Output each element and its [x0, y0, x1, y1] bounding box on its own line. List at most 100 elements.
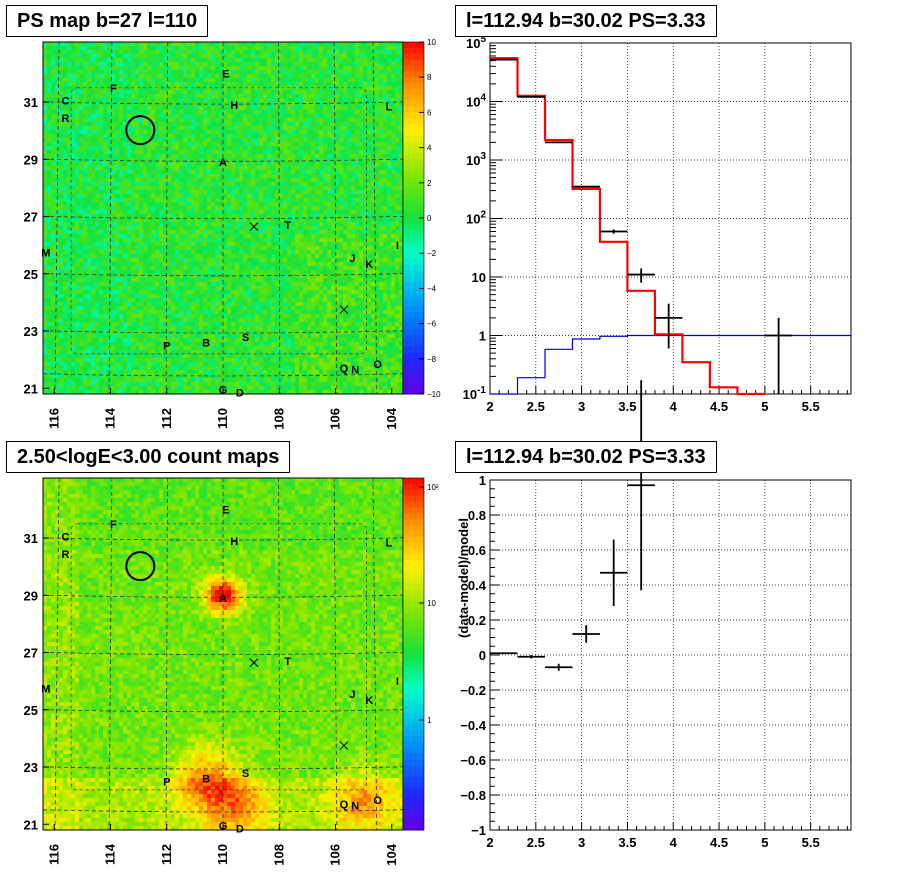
exposure-boundary — [70, 87, 367, 355]
grid-line-l — [278, 477, 281, 831]
grid-line-l — [278, 41, 281, 395]
colorbar-frame — [402, 477, 425, 831]
grid-line-l — [372, 41, 378, 395]
colorbar-tick-label: −2 — [427, 249, 437, 258]
colorbar-tick-label: −6 — [427, 320, 437, 329]
source-label-H: H — [230, 536, 238, 548]
coordinate-grid — [42, 41, 404, 395]
y-tick-label: 21 — [24, 381, 38, 396]
grid-line-l — [333, 41, 338, 395]
x-tick-label: 4.5 — [710, 399, 728, 414]
title-ps-map: PS map b=27 l=110 — [6, 5, 209, 37]
x-tick-label: 2.5 — [527, 835, 545, 850]
x-tick-label: 112 — [159, 408, 174, 429]
source-label-O: O — [373, 359, 382, 371]
y-tick-label: 23 — [24, 760, 38, 775]
selected-source-circle — [125, 551, 156, 582]
source-label-F: F — [110, 83, 117, 95]
total-model-red — [490, 57, 765, 396]
source-label-L: L — [386, 537, 393, 549]
coordinate-grid — [42, 477, 404, 831]
residuals-grid — [490, 480, 851, 830]
y-tick-label: 27 — [24, 646, 38, 661]
y-tick-label: 0.4 — [468, 578, 487, 593]
y-tick-label: 25 — [24, 267, 38, 282]
y-tick-label: 0 — [479, 648, 486, 663]
colorbar-tick-label: 4 — [427, 144, 432, 153]
x-tick-label: 112 — [159, 844, 174, 865]
colorbar-tick-label: 10² — [427, 483, 439, 492]
x-tick-label: 108 — [271, 844, 286, 866]
source-label-P: P — [163, 776, 170, 788]
residual-data-point — [572, 625, 600, 643]
x-tick-label: 104 — [384, 843, 399, 865]
colorbar — [403, 42, 424, 395]
grid-line-l — [108, 41, 113, 395]
source-label-O: O — [373, 795, 382, 807]
source-label-B: B — [202, 337, 210, 349]
colorbar-tick-label: −4 — [427, 284, 437, 293]
source-label-C: C — [62, 532, 70, 544]
source-label-I: I — [396, 240, 399, 252]
x-tick-label: 5 — [761, 835, 768, 850]
source-label-G: G — [219, 385, 228, 397]
source-label-K: K — [365, 695, 373, 707]
source-label-D: D — [236, 824, 244, 836]
source-label-Q: Q — [340, 799, 349, 811]
title-spectrum: l=112.94 b=30.02 PS=3.33 — [455, 5, 717, 37]
heatmap-ps-map — [43, 42, 404, 395]
y-tick-label: −1 — [471, 823, 486, 838]
y-tick-label: 29 — [24, 152, 38, 167]
grid-line-l — [165, 41, 168, 395]
colorbar-tick-label: 0 — [427, 214, 432, 223]
x-tick-label: 106 — [328, 408, 343, 430]
x-tick-label: 5.5 — [802, 835, 820, 850]
exposure-boundary — [70, 523, 367, 791]
title-count-map: 2.50<logE<3.00 count maps — [6, 441, 291, 473]
colorbar-tick-label: 10 — [427, 599, 436, 608]
y-tick-label: 10 — [472, 270, 486, 285]
source-label-G: G — [219, 821, 228, 833]
x-tick-label: 114 — [103, 843, 118, 865]
source-label-N: N — [351, 801, 359, 813]
x-tick-label: 4 — [670, 835, 678, 850]
spectrum-data-point — [599, 229, 628, 234]
colorbar-tick-label: −10 — [427, 390, 441, 399]
y-tick-label: −0.8 — [460, 788, 486, 803]
residual-data-point — [544, 663, 573, 671]
grid-line-l — [108, 477, 113, 831]
source-label-T: T — [284, 220, 291, 232]
spectrum-data-point — [764, 317, 793, 394]
y-tick-label: 31 — [24, 531, 38, 546]
y-tick-label: 103 — [466, 151, 486, 168]
residuals-y-axis-label: (data-model)/model — [456, 518, 471, 638]
grid-line-l — [333, 477, 338, 831]
source-label-H: H — [230, 100, 238, 112]
colorbar-tick-label: 6 — [427, 108, 432, 117]
y-tick-label: 0.2 — [468, 613, 486, 628]
y-tick-label: 21 — [24, 817, 38, 832]
source-label-E: E — [222, 504, 229, 516]
colorbar-tick-label: 2 — [427, 179, 432, 188]
source-label-L: L — [386, 101, 393, 113]
grid-line-l — [372, 477, 378, 831]
colorbar-tick-label: 1 — [427, 716, 432, 725]
x-tick-label: 5 — [761, 399, 768, 414]
x-tick-label: 2 — [486, 835, 493, 850]
y-tick-label: 0.6 — [468, 543, 486, 558]
y-tick-label: 29 — [24, 588, 38, 603]
source-label-A: A — [219, 593, 227, 605]
source-label-Q: Q — [340, 363, 349, 375]
spectrum-data-point — [654, 303, 683, 349]
source-label-T: T — [284, 656, 291, 668]
y-tick-label: 31 — [24, 95, 38, 110]
x-tick-label: 114 — [103, 407, 118, 429]
x-tick-label: 110 — [215, 408, 230, 429]
source-label-J: J — [349, 689, 355, 701]
cross-marker — [339, 741, 349, 750]
x-tick-label: 3 — [578, 835, 585, 850]
grid-line-l — [165, 477, 168, 831]
source-label-K: K — [365, 259, 373, 271]
x-tick-label: 5.5 — [802, 399, 820, 414]
